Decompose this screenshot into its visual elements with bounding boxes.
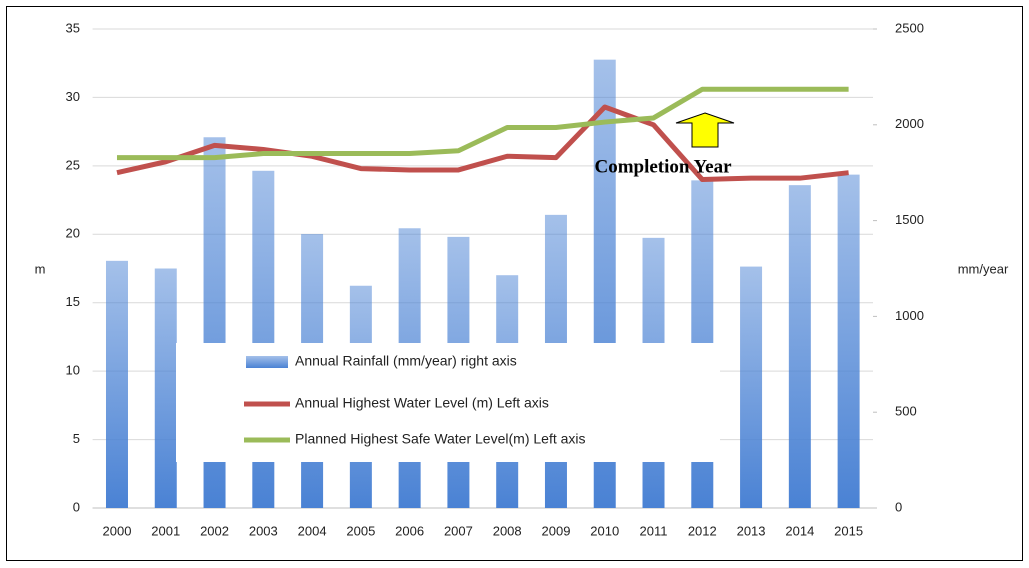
- bar: [740, 266, 763, 508]
- x-tick-label: 2012: [688, 523, 717, 538]
- y-tick-label: 20: [66, 226, 80, 241]
- y-tick-label: 15: [66, 294, 80, 309]
- x-tick-label: 2002: [200, 523, 229, 538]
- y-tick-label: 5: [73, 431, 80, 446]
- legend-swatch: [246, 356, 288, 368]
- legend-label: Annual Highest Water Level (m) Left axis: [295, 395, 549, 411]
- y-tick-label: 25: [66, 157, 80, 172]
- x-tick-label: 2011: [640, 523, 668, 538]
- y-axis-label: m: [35, 261, 46, 276]
- x-tick-label: 2005: [346, 523, 375, 538]
- x-tick-label: 2008: [493, 523, 522, 538]
- x-tick-label: 2014: [785, 523, 814, 538]
- x-tick-label: 2007: [444, 523, 473, 538]
- x-tick-label: 2001: [151, 523, 180, 538]
- bar: [154, 268, 177, 508]
- y-tick-label: 0: [73, 499, 80, 514]
- bar: [788, 185, 811, 509]
- x-tick-label: 2015: [834, 523, 863, 538]
- x-tick-label: 2013: [737, 523, 766, 538]
- y2-tick-label: 2500: [895, 20, 924, 35]
- line: [116, 104, 849, 183]
- line: [116, 86, 849, 161]
- y2-tick-label: 2000: [895, 116, 924, 131]
- y2-tick-label: 0: [895, 499, 902, 514]
- x-tick-label: 2003: [249, 523, 278, 538]
- bar: [105, 260, 128, 508]
- legend-label: Planned Highest Safe Water Level(m) Left…: [295, 431, 586, 447]
- x-tick-label: 2000: [103, 523, 132, 538]
- x-tick-label: 2006: [395, 523, 424, 538]
- annotation: Completion Year: [594, 156, 732, 177]
- x-tick-label: 2004: [298, 523, 327, 538]
- y2-tick-label: 1000: [895, 308, 924, 323]
- x-tick-label: 2009: [542, 523, 571, 538]
- x-tick-label: 2010: [590, 523, 619, 538]
- bar: [837, 174, 860, 508]
- y2-axis-label: mm/year: [958, 261, 1009, 276]
- legend-label: Annual Rainfall (mm/year) right axis: [295, 353, 517, 369]
- y2-tick-label: 500: [895, 404, 917, 419]
- y-tick-label: 30: [66, 89, 80, 104]
- annotation-arrow: [675, 112, 735, 148]
- y2-tick-label: 1500: [895, 212, 924, 227]
- y-tick-label: 35: [66, 20, 80, 35]
- y-tick-label: 10: [66, 363, 80, 378]
